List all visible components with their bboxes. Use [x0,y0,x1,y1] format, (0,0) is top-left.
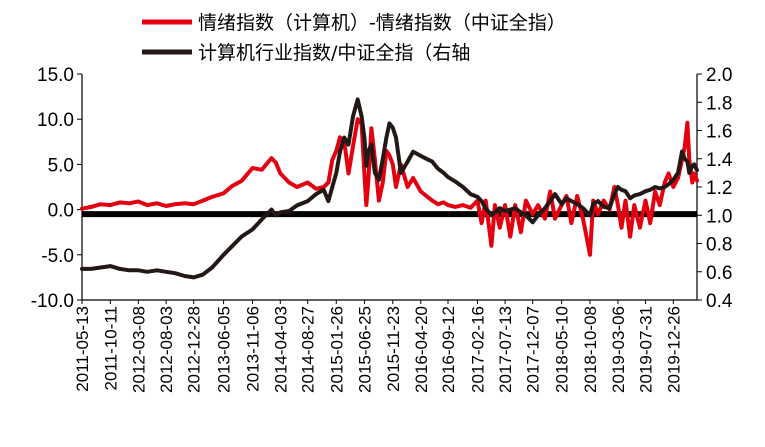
left-y-tick-label: -5.0 [41,246,74,267]
x-tick-label: 2013-11-06 [244,306,263,392]
axes [81,74,698,301]
legend-label-industry-ratio: 计算机行业指数/中证全指（右轴 [198,42,470,64]
x-tick-label: 2017-02-16 [468,306,487,393]
right-y-tick-label: 1.2 [706,178,732,199]
x-tick-label: 2017-07-13 [496,306,515,393]
x-axis-ticks: 2011-05-13 2011-10-11 2012-03-08 2012-08-03… [73,300,683,393]
left-y-tick-label: 15.0 [37,65,74,86]
left-y-axis-ticks: -10.0 -5.0 0.0 5.0 10.0 15.0 [31,65,82,312]
x-tick-label: 2011-05-13 [73,306,92,392]
x-tick-label: 2019-12-26 [664,306,683,393]
x-tick-label: 2012-12-28 [185,306,204,393]
x-tick-label: 2019-03-06 [609,306,628,393]
legend: 情绪指数（计算机）-情绪指数（中证全指） 计算机行业指数/中证全指（右轴 [142,12,566,64]
right-y-tick-label: 1.6 [706,122,732,143]
left-y-tick-label: -10.0 [31,291,74,312]
x-tick-label: 2012-08-03 [157,306,176,393]
left-y-tick-label: 10.0 [37,110,74,131]
legend-label-sentiment-diff: 情绪指数（计算机）-情绪指数（中证全指） [198,12,566,34]
x-tick-label: 2015-01-26 [327,306,346,393]
x-tick-label: 2013-06-05 [215,306,234,393]
x-tick-label: 2017-12-07 [524,306,543,393]
x-tick-label: 2018-05-10 [553,306,572,393]
right-y-axis-ticks: 0.4 0.6 0.8 1.0 1.2 1.4 1.6 1.8 2.0 [697,65,733,312]
right-y-tick-label: 0.8 [706,235,732,256]
right-y-tick-label: 0.6 [706,263,732,284]
x-tick-label: 2016-04-20 [412,306,431,393]
series-line-1 [80,97,699,280]
x-tick-label: 2015-06-25 [355,306,374,393]
right-y-tick-label: 1.0 [706,206,732,227]
left-y-tick-label: 0.0 [48,201,74,222]
left-y-tick-label: 5.0 [48,155,74,176]
x-tick-label: 2012-03-08 [129,306,148,393]
x-tick-label: 2018-10-08 [581,306,600,393]
right-y-tick-label: 2.0 [706,65,732,86]
x-tick-label: 2011-10-11 [101,306,120,390]
right-y-tick-label: 1.8 [706,93,732,114]
x-tick-label: 2016-09-12 [439,306,458,393]
right-y-tick-label: 1.4 [706,150,733,171]
x-tick-label: 2015-11-23 [384,306,403,392]
series-lines [80,97,699,280]
x-tick-label: 2019-07-31 [637,306,656,393]
series-line-0 [80,117,699,257]
right-y-tick-label: 0.4 [706,291,733,312]
x-tick-label: 2014-04-03 [271,306,290,393]
x-tick-label: 2014-08-27 [299,306,318,393]
